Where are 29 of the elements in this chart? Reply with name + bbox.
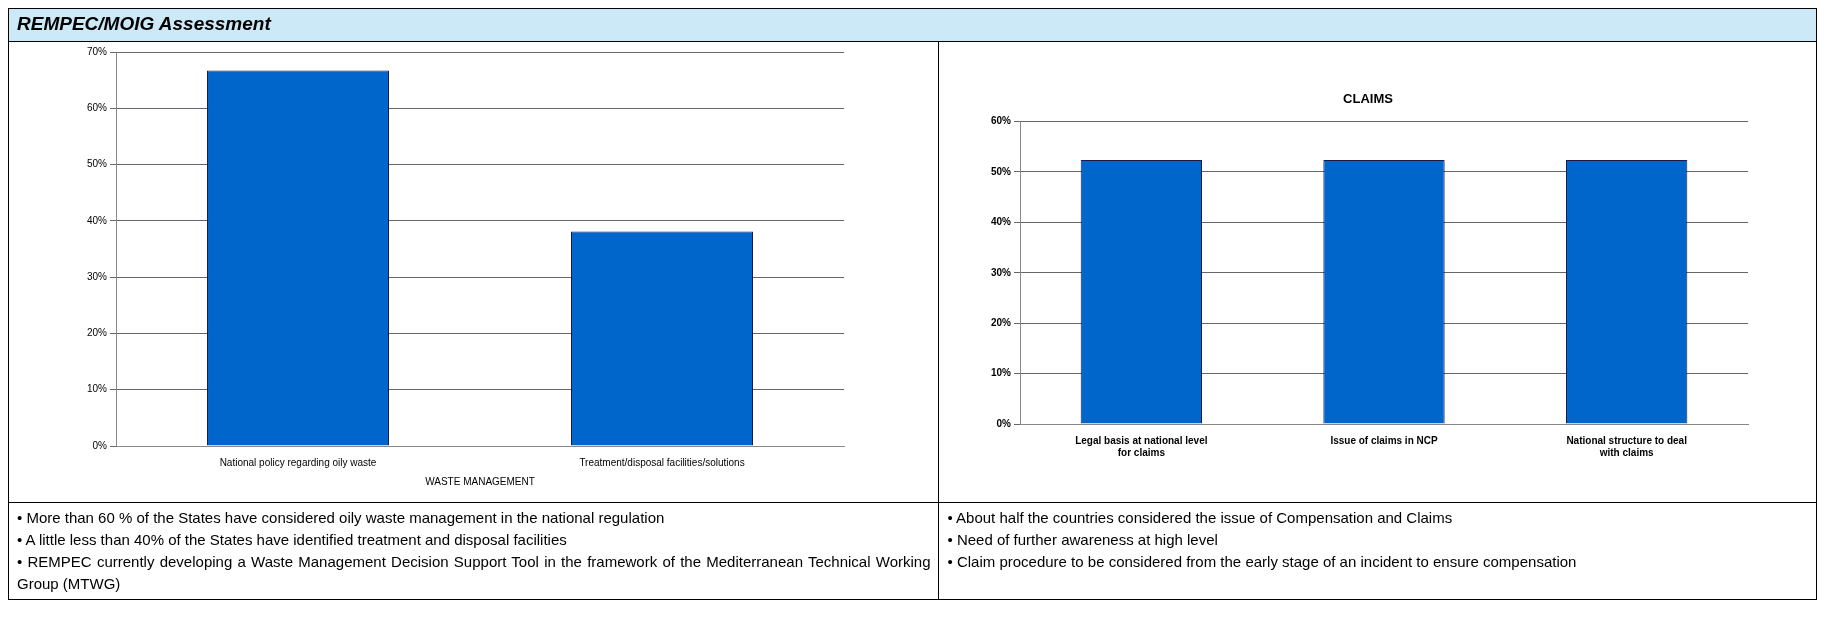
y-tick-label: 10%: [86, 383, 107, 395]
x-axis-title: WASTE MANAGEMENT: [424, 475, 535, 487]
chart-title: CLAIMS: [1342, 91, 1393, 107]
y-tick-label: 50%: [990, 165, 1011, 177]
text: • REMPEC currently developing a Waste Management Decision Support Tool in the framework of the Mediterranean Technical Working Group (MTWG): [17, 552, 931, 594]
text: • Claim procedure to be considered from the early stage of an incident to ensure compensation: [947, 552, 1578, 572]
x-tick-label: National structure to deal with claims: [1566, 434, 1687, 458]
y-tick-label: 10%: [990, 367, 1011, 379]
y-tick-label: 70%: [86, 45, 107, 57]
y-tick-label: 40%: [990, 216, 1011, 228]
text: • Need of further awareness at high level: [947, 530, 1219, 550]
y-tick-label: 30%: [86, 270, 107, 282]
y-tick-label: 30%: [990, 266, 1011, 278]
y-tick-label: 0%: [996, 417, 1011, 429]
y-tick-label: 20%: [86, 327, 107, 339]
y-tick-label: 0%: [92, 439, 107, 451]
text: • More than 60 % of the States have considered oily waste management in the national regulation: [17, 508, 666, 528]
y-tick-label: 50%: [86, 158, 107, 170]
x-tick-label: Legal basis at national level for claims: [1074, 434, 1208, 458]
y-tick-label: 40%: [86, 214, 107, 226]
y-tick-label: 20%: [990, 316, 1011, 328]
x-tick-label: National policy regarding oily waste: [219, 456, 377, 468]
y-tick-label: 60%: [990, 115, 1011, 127]
x-tick-label: Treatment/disposal facilities/solutions: [579, 456, 745, 468]
text: • About half the countries considered the issue of Compensation and Claims: [947, 508, 1454, 528]
y-tick-label: 60%: [86, 102, 107, 114]
x-tick-label: Issue of claims in NCP: [1330, 434, 1438, 446]
text: • A little less than 40% of the States have identified treatment and disposal facilities: [17, 530, 568, 550]
text: REMPEC/MOIG Assessment: [17, 13, 271, 34]
